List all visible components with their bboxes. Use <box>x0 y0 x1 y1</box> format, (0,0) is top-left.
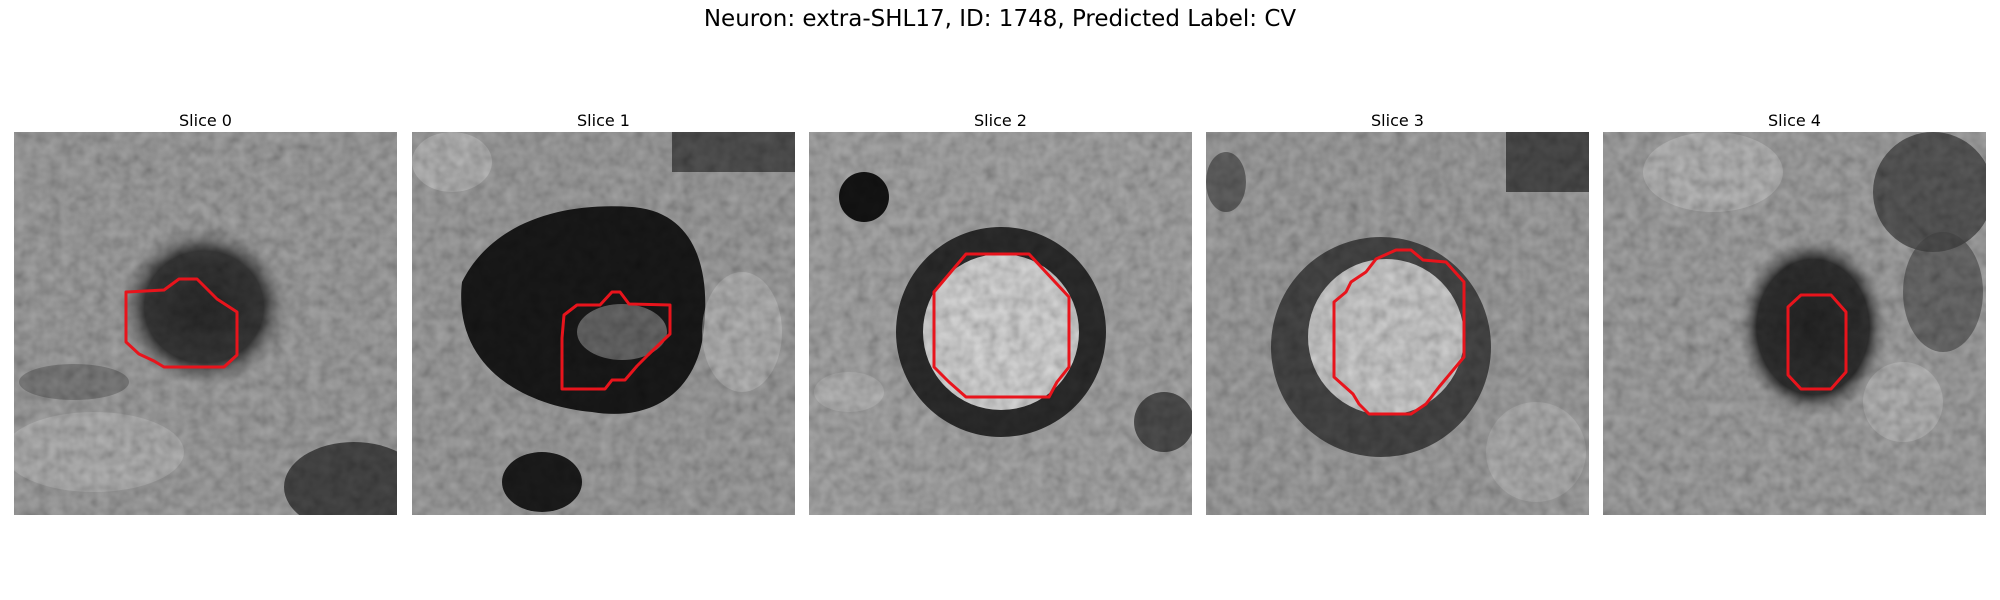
cell-contour <box>560 290 672 391</box>
slice-panel-3: Slice 3 <box>1206 110 1589 515</box>
cell-contour <box>124 277 239 369</box>
slice-image <box>809 132 1192 515</box>
slice-panel-4: Slice 4 <box>1603 110 1986 515</box>
slice-panel-1: Slice 1 <box>412 110 795 515</box>
slice-panel-2: Slice 2 <box>809 110 1192 515</box>
cell-contour <box>1332 248 1466 416</box>
slice-image <box>1603 132 1986 515</box>
slice-title: Slice 0 <box>179 111 232 130</box>
cell-contour <box>1786 293 1848 391</box>
slice-image <box>1206 132 1589 515</box>
slice-title: Slice 4 <box>1768 111 1821 130</box>
cell-contour <box>932 252 1071 399</box>
slice-image <box>412 132 795 515</box>
slice-title: Slice 1 <box>577 111 630 130</box>
slice-title: Slice 2 <box>974 111 1027 130</box>
slice-title: Slice 3 <box>1371 111 1424 130</box>
slice-image <box>14 132 397 515</box>
slice-panel-0: Slice 0 <box>14 110 397 515</box>
figure-title: Neuron: extra-SHL17, ID: 1748, Predicted… <box>703 6 1297 32</box>
